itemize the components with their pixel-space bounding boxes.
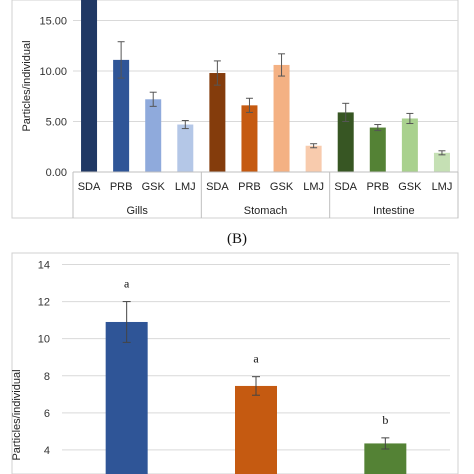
panel-a-bar: [177, 124, 194, 172]
panel-a-chart: 0.00 5.00 10.00 15.00 SDA PRB GSK LMJ SDA PRB GSK…: [11, 0, 459, 219]
panel-b-chart: a a b 4 6 8 10 12 14 Particles/individual: [11, 252, 459, 474]
panel-b-y-tick-label: 14: [38, 260, 50, 272]
panel-a-category-label: SDA: [78, 181, 101, 193]
panel-a-bar: [113, 59, 130, 172]
panel-a-category-label: SDA: [206, 181, 229, 193]
panel-a-y-tick-label: 15.00: [39, 16, 67, 28]
panel-a-bar: [209, 73, 226, 172]
panel-b-error-bars: [122, 301, 390, 450]
panel-a-gridlines: [73, 20, 458, 122]
panel-a-bar: [401, 118, 418, 172]
panel-a-bar: [81, 0, 98, 173]
panel-b-y-ticks: 4 6 8 10 12 14: [38, 260, 50, 457]
panel-a-y-ticks: 0.00 5.00 10.00 15.00: [39, 16, 67, 180]
panel-a-y-axis-label: Particles/individual: [21, 40, 33, 131]
panel-a-y-tick-label: 5.00: [46, 117, 67, 129]
panel-a-category-label: GSK: [142, 181, 166, 193]
panel-a-group-label: Intestine: [373, 205, 415, 217]
panel-a-category-label: SDA: [334, 181, 357, 193]
panel-a-y-tick-label: 0.00: [46, 167, 67, 179]
panel-a-y-tick-label: 10.00: [39, 66, 67, 78]
panel-b-significance-letters: a a b: [124, 277, 388, 427]
panel-a-category-label: PRB: [238, 181, 261, 193]
panel-b-y-tick-label: 4: [44, 445, 50, 457]
panel-a-group-label: Gills: [126, 205, 148, 217]
panel-b-bar: [105, 321, 148, 474]
panel-b-y-tick-label: 12: [38, 297, 50, 309]
panel-a-bar: [369, 127, 386, 172]
panel-a-bar: [337, 112, 354, 172]
panel-a-error-bars: [117, 41, 446, 156]
panel-b-bar: [235, 385, 277, 474]
panel-a-category-label: LMJ: [303, 181, 324, 193]
panel-a-axes: [72, 171, 459, 218]
panel-a-category-label: GSK: [398, 181, 422, 193]
panel-b-bars: [105, 321, 407, 474]
panel-a-group-label: Stomach: [244, 205, 287, 217]
panel-b-significance-letter: a: [253, 352, 259, 366]
panel-b-label: (B): [227, 231, 247, 247]
panel-a-category-label: PRB: [366, 181, 389, 193]
panel-a-category-label: GSK: [270, 181, 294, 193]
panel-b-y-tick-label: 8: [44, 371, 50, 383]
panel-a-category-label: LMJ: [432, 181, 453, 193]
panel-a-bar: [273, 64, 290, 172]
panel-a-category-labels: SDA PRB GSK LMJ SDA PRB GSK LMJ SDA PRB GSK LMJ: [78, 181, 453, 193]
panel-b-significance-letter: a: [124, 277, 130, 291]
panel-b-significance-letter: b: [382, 413, 388, 427]
panel-a-bar: [433, 152, 450, 172]
panel-a-bar: [305, 145, 322, 172]
panel-b-y-tick-label: 10: [38, 334, 50, 346]
panel-b-y-tick-label: 6: [44, 408, 50, 420]
panel-a-group-labels: Gills Stomach Intestine: [126, 205, 414, 217]
panel-a-category-label: LMJ: [175, 181, 196, 193]
panel-a-category-label: PRB: [110, 181, 133, 193]
panel-a-bars: [81, 0, 450, 173]
panel-a-bar: [241, 105, 258, 172]
panel-b-y-axis-label: Particles/individual: [11, 369, 23, 460]
panel-a-bar: [145, 99, 162, 172]
